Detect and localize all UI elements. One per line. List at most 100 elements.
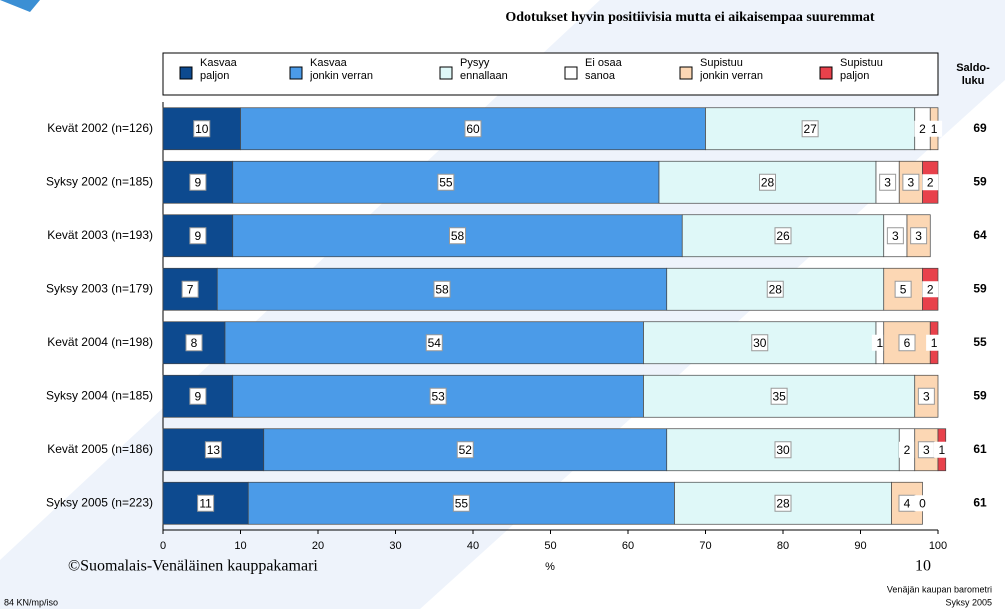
- data-label: 28: [761, 175, 775, 189]
- label-box: [774, 227, 792, 245]
- data-label: 28: [769, 282, 783, 296]
- legend-item: Pysyy ennallaan: [460, 57, 508, 82]
- legend-item: Supistuu paljon: [840, 57, 883, 82]
- label-box: [433, 280, 451, 298]
- copyright: ©Suomalais-Venäläinen kauppakamari: [68, 558, 318, 575]
- legend-swatch: [679, 66, 693, 80]
- label-box: [774, 494, 792, 512]
- label-box: [449, 227, 466, 245]
- label-box: [879, 173, 897, 191]
- data-label: 2: [919, 122, 926, 136]
- data-label: 26: [776, 229, 790, 243]
- label-box: [456, 441, 474, 459]
- label-box: [425, 334, 443, 352]
- y-tick-label: Kevät 2002 (n=126): [47, 121, 153, 135]
- x-axis-label: %: [545, 561, 555, 573]
- legend-swatch: [179, 66, 193, 80]
- x-tick-label: 70: [699, 540, 711, 552]
- x-tick-label: 90: [854, 540, 866, 552]
- data-label: 54: [428, 336, 442, 350]
- legend-label: Kasvaa paljon: [200, 57, 237, 82]
- data-label: 58: [451, 229, 465, 243]
- source: Venäjän kaupan barometri: [887, 584, 992, 594]
- data-label: 2: [904, 443, 911, 457]
- x-tick-label: 40: [467, 540, 479, 552]
- data-label: 3: [892, 229, 899, 243]
- legend-label: Supistuu paljon: [840, 57, 883, 82]
- data-label: 1: [939, 443, 946, 457]
- label-box: [189, 387, 207, 405]
- label-box: [898, 334, 916, 352]
- x-tick-label: 50: [544, 540, 556, 552]
- saldo-value: 59: [973, 281, 987, 295]
- data-label: 9: [195, 175, 202, 189]
- label-box: [926, 120, 943, 137]
- label-box: [204, 441, 222, 459]
- legend-item: Supistuu jonkin verran: [700, 57, 763, 82]
- legend-label: Kasvaa jonkin verran: [310, 57, 373, 82]
- label-box: [801, 120, 819, 138]
- saldo-value: 61: [973, 442, 987, 456]
- label-box: [902, 173, 920, 191]
- data-label: 58: [435, 282, 449, 296]
- y-tick-label: Kevät 2003 (n=193): [47, 228, 153, 242]
- saldo-value: 59: [973, 174, 987, 188]
- label-box: [886, 227, 904, 245]
- saldo-value: 59: [973, 388, 987, 402]
- x-tick-label: 80: [777, 540, 789, 552]
- data-label: 30: [753, 336, 767, 350]
- label-box: [894, 280, 912, 298]
- data-label: 2: [927, 175, 934, 189]
- legend-item: Ei osaa sanoa: [585, 57, 622, 82]
- legend-swatch: [819, 66, 833, 80]
- data-label: 9: [195, 389, 202, 403]
- label-box: [766, 280, 784, 298]
- saldo-header: luku: [962, 75, 985, 87]
- logo: [0, 0, 40, 12]
- data-label: 55: [439, 175, 453, 189]
- legend-label: Pysyy ennallaan: [460, 57, 508, 82]
- x-tick-label: 60: [622, 540, 634, 552]
- label-box: [429, 387, 447, 405]
- label-box: [189, 173, 207, 191]
- label-box: [181, 280, 199, 298]
- label-box: [774, 441, 792, 459]
- data-label: 3: [923, 443, 930, 457]
- y-tick-label: Kevät 2004 (n=198): [47, 335, 153, 349]
- label-box: [914, 495, 931, 512]
- data-label: 1: [931, 336, 938, 350]
- saldo-value: 69: [973, 121, 987, 135]
- data-label: 7: [187, 282, 194, 296]
- label-box: [926, 334, 943, 351]
- label-box: [452, 494, 470, 512]
- x-tick-label: 20: [312, 540, 324, 552]
- label-box: [759, 173, 776, 191]
- legend-item: Kasvaa jonkin verran: [310, 57, 373, 82]
- label-box: [189, 227, 207, 245]
- data-label: 52: [459, 443, 473, 457]
- label-box: [193, 120, 211, 138]
- y-tick-label: Syksy 2003 (n=179): [46, 281, 153, 295]
- y-tick-label: Syksy 2004 (n=185): [46, 388, 153, 402]
- code: 84 KN/mp/iso: [4, 597, 58, 607]
- data-label: 3: [884, 175, 891, 189]
- y-tick-label: Kevät 2005 (n=186): [47, 442, 153, 456]
- label-box: [437, 173, 455, 191]
- legend-swatch: [289, 66, 303, 80]
- y-tick-label: Syksy 2002 (n=185): [46, 174, 153, 188]
- data-label: 0: [919, 496, 926, 510]
- data-label: 9: [195, 229, 202, 243]
- data-label: 10: [195, 122, 209, 136]
- label-box: [933, 441, 950, 458]
- saldo-header: Saldo-: [956, 62, 990, 74]
- data-label: 1: [931, 122, 938, 136]
- data-label: 30: [776, 443, 790, 457]
- data-label: 4: [904, 496, 911, 510]
- label-box: [910, 227, 928, 245]
- legend-swatch: [564, 66, 578, 80]
- saldo-value: 55: [973, 335, 987, 349]
- legend-item: Kasvaa paljon: [200, 57, 237, 82]
- y-tick-label: Syksy 2005 (n=223): [46, 495, 153, 509]
- data-label: 13: [207, 443, 221, 457]
